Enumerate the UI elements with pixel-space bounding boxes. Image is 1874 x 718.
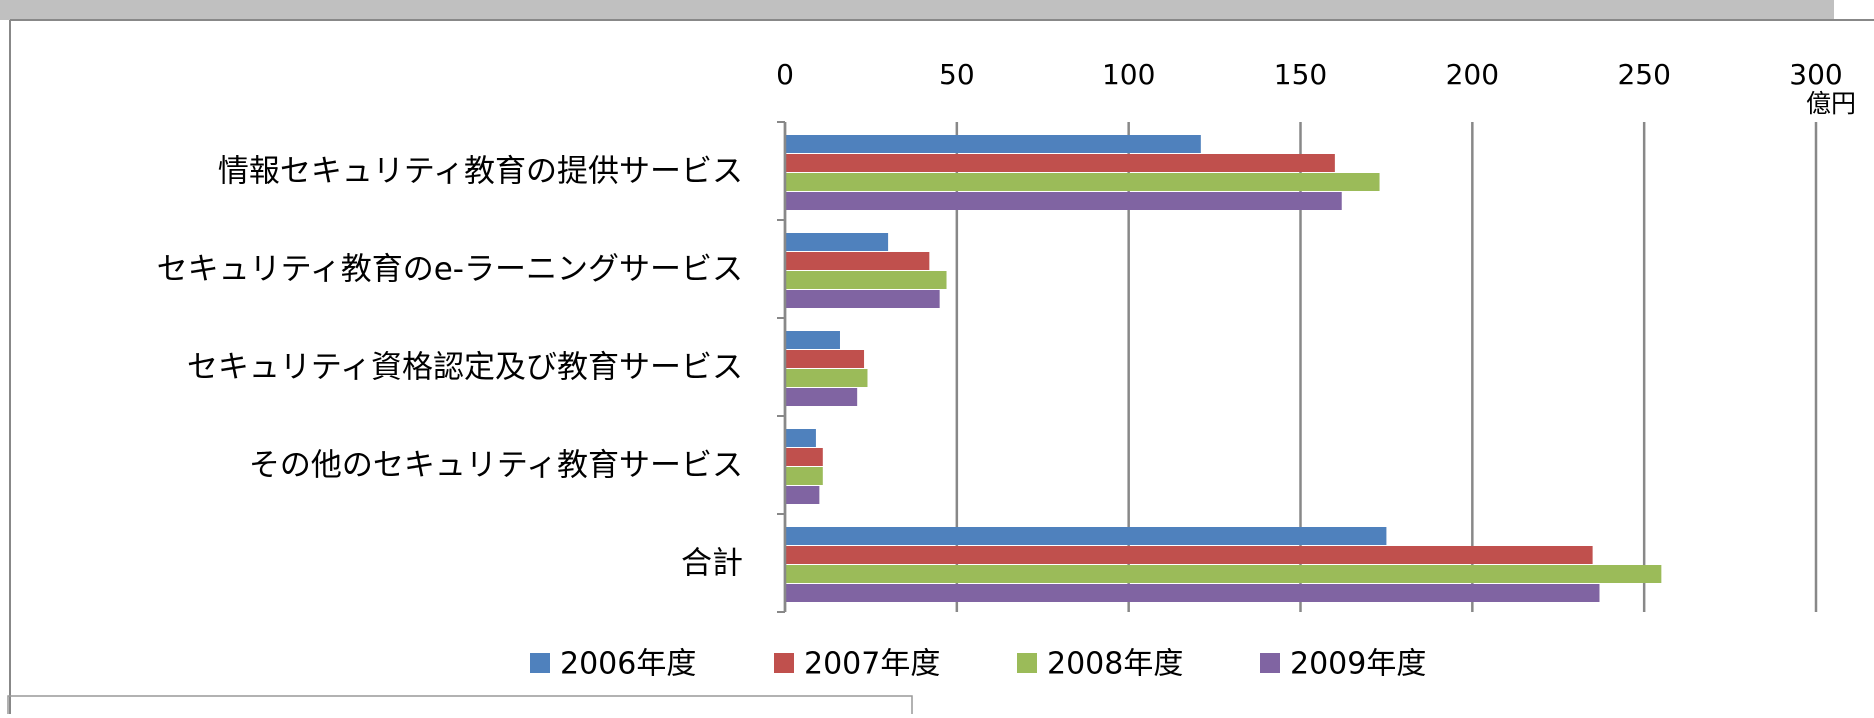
y-tick-label: 情報セキュリティ教育の提供サービス <box>218 154 743 190</box>
legend-label: 2008年度 <box>1047 647 1183 682</box>
x-tick-label: 250 <box>1617 58 1670 91</box>
y-tick-label: その他のセキュリティ教育サービス <box>249 448 743 484</box>
legend-label: 2007年度 <box>804 647 940 682</box>
legend-label: 2006年度 <box>560 647 696 682</box>
x-tick-label: 150 <box>1274 58 1327 91</box>
x-tick-label: 100 <box>1102 58 1155 91</box>
bar <box>785 388 858 406</box>
y-tick-label: 合計 <box>681 546 743 582</box>
bar <box>785 429 816 447</box>
bar <box>785 486 820 504</box>
x-tick-label: 300 <box>1789 58 1842 91</box>
legend-swatch <box>1260 653 1280 673</box>
legend-swatch <box>774 653 794 673</box>
bar <box>785 192 1342 210</box>
legend-swatch <box>1017 653 1037 673</box>
legend-label: 2009年度 <box>1290 647 1426 682</box>
bar <box>785 565 1662 583</box>
y-tick-label: セキュリティ教育のe-ラーニングサービス <box>157 252 743 288</box>
bar <box>785 271 947 289</box>
bar <box>785 290 940 308</box>
bar <box>785 584 1600 602</box>
bar <box>785 173 1380 191</box>
bottom-box <box>7 695 913 718</box>
unit-label: 億円 <box>1806 89 1856 118</box>
bar <box>785 252 930 270</box>
bar <box>785 448 823 466</box>
legend-swatch <box>530 653 550 673</box>
bar <box>785 467 823 485</box>
bar <box>785 369 868 387</box>
x-tick-label: 0 <box>776 58 794 91</box>
bar <box>785 233 889 251</box>
top-bar <box>0 0 1834 20</box>
bar <box>785 331 840 349</box>
x-tick-label: 50 <box>939 58 975 91</box>
x-tick-label: 200 <box>1446 58 1499 91</box>
bar <box>785 135 1201 153</box>
bar <box>785 154 1335 172</box>
bar <box>785 527 1387 545</box>
bar <box>785 546 1593 564</box>
bar <box>785 350 865 368</box>
y-tick-label: セキュリティ資格認定及び教育サービス <box>187 350 743 386</box>
